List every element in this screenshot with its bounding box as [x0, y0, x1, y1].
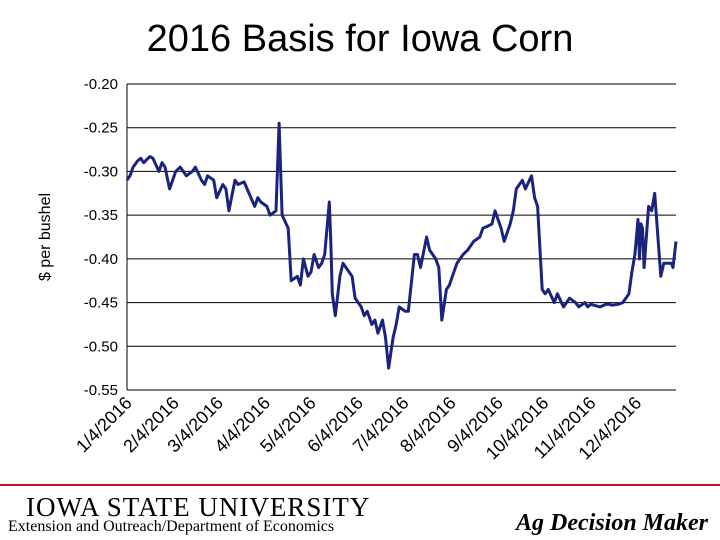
x-tick-labels: 1/4/20162/4/20163/4/20164/4/20165/4/2016… [72, 393, 645, 464]
basis-line-chart: -0.20 -0.25 -0.30 -0.35 -0.40 -0.45 -0.50 -0.55… [37, 76, 678, 464]
y-tick-labels: -0.20 -0.25 -0.30 -0.35 -0.40 -0.45 -0.50 -0.55 [84, 76, 118, 399]
department-text: Extension and Outreach/Department of Eco… [8, 518, 335, 535]
y-tick-label: -0.20 [84, 76, 118, 93]
gridlines [126, 83, 676, 391]
footer-divider [0, 484, 720, 486]
y-axis-label: $ per bushel [37, 193, 54, 281]
series-line-0 [125, 121, 678, 370]
chart-title: 2016 Basis for Iowa Corn [146, 18, 574, 60]
y-tick-label: -0.30 [84, 163, 118, 180]
y-tick-label: -0.55 [84, 382, 118, 399]
brand-logo: Ag Decision Maker [516, 510, 708, 536]
y-tick-label: -0.45 [84, 295, 118, 312]
y-tick-label: -0.35 [84, 207, 118, 224]
footer [0, 484, 720, 540]
y-tick-label: -0.40 [84, 251, 118, 268]
y-tick-label: -0.50 [84, 338, 118, 355]
y-tick-label: -0.25 [84, 120, 118, 137]
series-layer [125, 121, 678, 370]
university-logo: IOWA STATE UNIVERSITY [26, 492, 371, 522]
